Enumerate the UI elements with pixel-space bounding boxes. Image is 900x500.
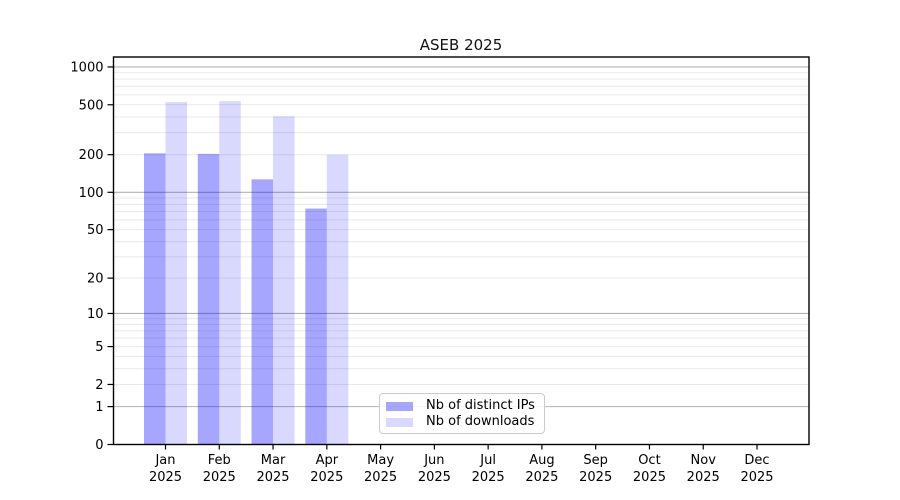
legend-box: Nb of distinct IPs Nb of downloads [379,393,545,434]
bar-distinct-ips-apr [305,208,327,445]
x-tick-label-year: 2025 [472,470,505,485]
y-tick-label: 2 [95,378,103,393]
x-tick-label-month: Dec [744,453,769,468]
x-tick-label-year: 2025 [149,470,182,485]
y-tick-label: 500 [79,98,104,113]
x-tick-label-month: Nov [691,453,717,468]
bar-downloads-jan [165,102,187,445]
x-tick-label-month: Jul [479,453,496,468]
legend-label-distinct-ips: Nb of distinct IPs [426,398,535,413]
x-tick-label-year: 2025 [256,470,289,485]
x-tick-label-month: Feb [208,453,231,468]
legend-item-downloads: Nb of downloads [386,414,536,430]
legend-label-downloads: Nb of downloads [426,414,535,429]
y-tick-label: 1 [95,400,103,415]
x-tick-label-month: Aug [529,453,554,468]
bar-downloads-mar [273,116,295,445]
y-tick-label: 100 [79,186,104,201]
legend-item-distinct-ips: Nb of distinct IPs [386,398,536,414]
x-tick-label-month: Sep [583,453,608,468]
x-tick-label-year: 2025 [687,470,720,485]
y-tick-label: 200 [79,148,104,163]
x-tick-label-year: 2025 [579,470,612,485]
bar-downloads-apr [326,154,349,445]
x-tick-label-month: Jan [154,453,175,468]
x-tick-label-month: May [367,453,394,468]
x-tick-label-month: Oct [638,453,660,468]
bar-distinct-ips-jan [144,153,166,445]
bar-distinct-ips-feb [197,153,220,445]
y-tick-label: 10 [87,307,104,322]
x-tick-label-year: 2025 [364,470,397,485]
legend-swatch-distinct-ips [386,401,413,411]
x-tick-label-year: 2025 [418,470,451,485]
legend-swatch-downloads [386,417,413,427]
x-tick-label-year: 2025 [633,470,666,485]
bar-downloads-feb [219,101,241,445]
bar-distinct-ips-mar [251,179,274,445]
axes-spines [112,56,810,446]
y-tick-label: 5 [95,340,103,355]
y-tick-label: 20 [87,272,104,287]
x-tick-label-month: Mar [261,453,286,468]
y-tick-label: 0 [95,438,103,453]
y-tick-label: 1000 [70,60,103,75]
x-tick-label-year: 2025 [310,470,343,485]
y-tick-label: 50 [87,223,104,238]
x-tick-label-month: Apr [316,453,339,468]
x-tick-label-year: 2025 [203,470,236,485]
chart-title: ASEB 2025 [419,36,503,54]
x-tick-label-year: 2025 [525,470,558,485]
x-tick-label-year: 2025 [740,470,773,485]
x-tick-label-month: Jun [423,453,444,468]
